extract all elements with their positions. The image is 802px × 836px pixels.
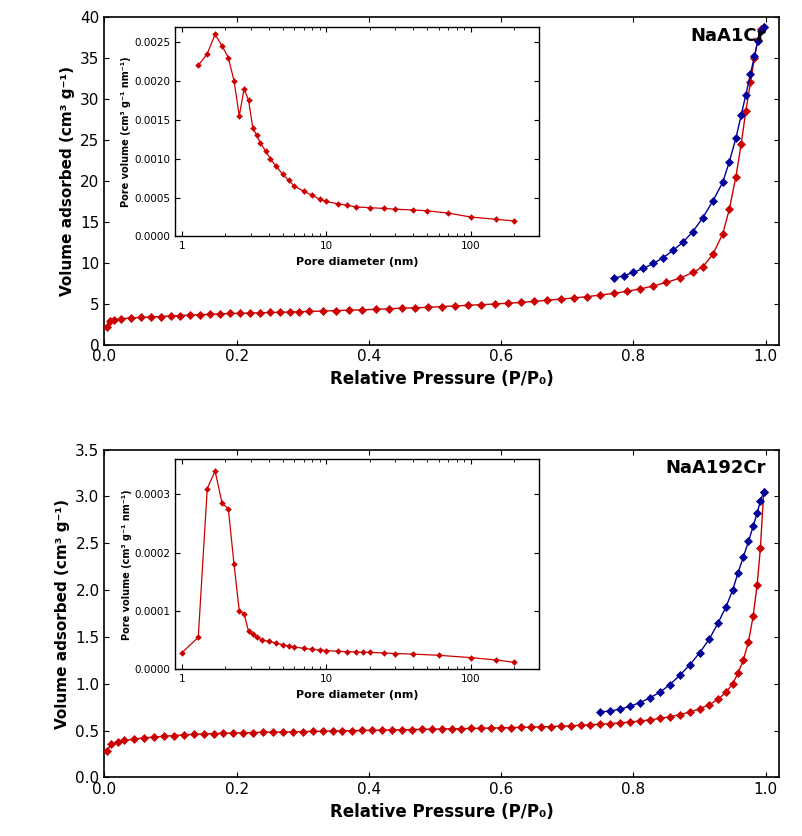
X-axis label: Relative Pressure (P/P₀): Relative Pressure (P/P₀)	[330, 803, 553, 821]
Text: NaA1Cr: NaA1Cr	[689, 27, 764, 44]
X-axis label: Relative Pressure (P/P₀): Relative Pressure (P/P₀)	[330, 370, 553, 388]
Y-axis label: Volume adsorbed (cm³ g⁻¹): Volume adsorbed (cm³ g⁻¹)	[59, 66, 75, 296]
Text: NaA192Cr: NaA192Cr	[664, 460, 764, 477]
Y-axis label: Volume adsorbed (cm³ g⁻¹): Volume adsorbed (cm³ g⁻¹)	[55, 498, 70, 728]
